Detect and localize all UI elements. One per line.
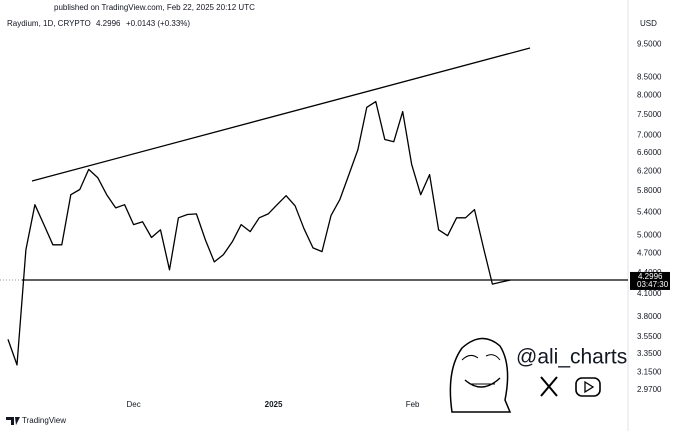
avatar-brows (461, 354, 501, 361)
price-line-series (7, 100, 511, 366)
y-tick-label: 5.4000 (637, 207, 662, 216)
brand-logo (6, 417, 20, 425)
y-tick-label: 2.9700 (637, 385, 662, 394)
y-tick-label: 8.5000 (637, 73, 662, 82)
y-tick-label: 6.6000 (637, 148, 662, 157)
currency-label: USD (640, 19, 657, 28)
y-tick-label: 8.0000 (637, 91, 662, 100)
header-change: +0.0143 (+0.33%) (126, 19, 190, 28)
y-tick-label: 3.5500 (637, 332, 662, 341)
y-tick-label: 5.8000 (637, 186, 662, 195)
header-price: 4.2996 (96, 19, 121, 28)
x-tick-label: 2025 (265, 400, 283, 409)
y-tick-label: 6.2000 (637, 166, 662, 175)
trendline (31, 47, 531, 182)
youtube-icon (575, 377, 601, 397)
avatar-mouth (464, 377, 501, 388)
countdown-label: 03:47:30 (637, 280, 669, 289)
symbol-label: Raydium, 1D, CRYPTO (7, 19, 91, 28)
x-icon (540, 376, 558, 397)
y-tick-label: 5.0000 (637, 230, 662, 239)
y-tick-label: 3.8000 (637, 312, 662, 321)
x-tick-label: Feb (406, 400, 420, 409)
y-tick-label: 7.5000 (637, 110, 662, 119)
y-tick-label: 9.5000 (637, 40, 662, 49)
youtube-play (584, 380, 595, 394)
y-tick-label: 4.7000 (637, 249, 662, 258)
y-tick-label: 4.1000 (637, 289, 662, 298)
last-price-box (630, 271, 670, 290)
brand: TradingView (22, 416, 66, 425)
y-tick-label: 3.1500 (637, 367, 662, 376)
watermark: @ali_charts (516, 346, 627, 369)
published-note: published on TradingView.com, Feb 22, 20… (54, 3, 255, 12)
plot (7, 100, 511, 366)
x-tick-label: Dec (126, 400, 140, 409)
last-price-label: 4.2996 (638, 272, 663, 281)
avatar (449, 337, 512, 413)
y-tick-label: 3.3500 (637, 349, 662, 358)
y-tick-label: 7.0000 (637, 130, 662, 139)
